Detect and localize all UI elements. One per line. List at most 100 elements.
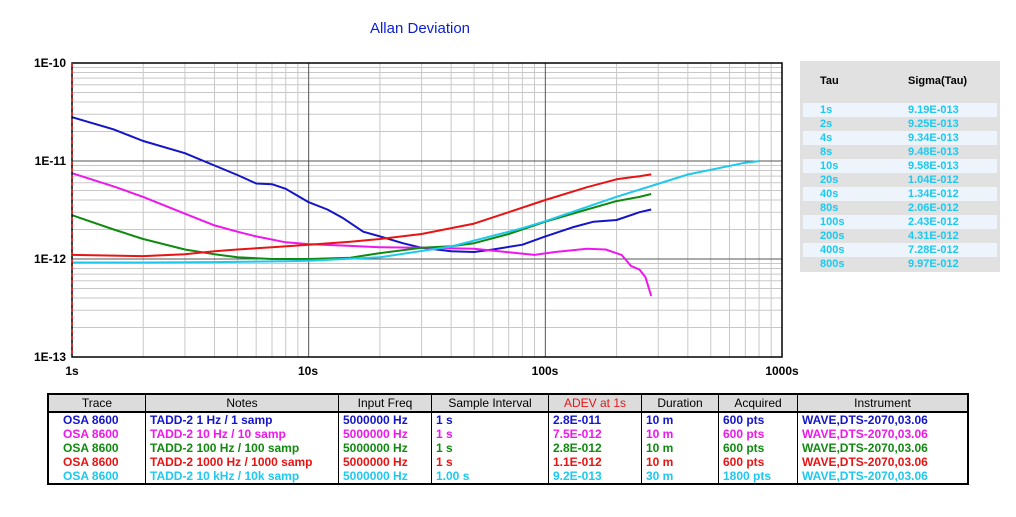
trace-cell-trace: OSA 8600: [63, 469, 119, 483]
sigma-value: 2.43E-012: [908, 216, 959, 228]
trace-cell-adev: 7.5E-012: [548, 427, 642, 441]
col-input-freq: Input Freq: [338, 394, 432, 413]
tau-value: 80s: [820, 202, 839, 214]
tau-value: 4s: [820, 132, 833, 144]
trace-cell-input-freq: 5000000 Hz: [338, 412, 432, 427]
trace-cell-instrument: WAVE,DTS-2070,03.06: [797, 427, 968, 441]
tau-value: 8s: [820, 146, 833, 158]
tau-value: 100s: [820, 216, 845, 228]
sigma-row: 20s 1.04E-012: [803, 173, 997, 187]
col-acquired: Acquired: [718, 394, 798, 413]
trace-cell-notes: TADD-2 1 Hz / 1 samp: [145, 412, 339, 427]
col-notes: Notes: [145, 394, 339, 413]
col-adev: ADEV at 1s: [548, 394, 642, 413]
trace-cell-acquired: 600 pts: [718, 412, 798, 427]
sigma-value: 4.31E-012: [908, 230, 959, 242]
trace-cell-notes: TADD-2 1000 Hz / 1000 samp: [145, 455, 339, 469]
trace-cell-notes: TADD-2 10 kHz / 10k samp: [145, 469, 339, 484]
col-duration: Duration: [641, 394, 719, 413]
chart-title: Allan Deviation: [369, 20, 471, 37]
trace-cell-duration: 30 m: [641, 469, 719, 484]
trace-cell-adev: 9.2E-013: [548, 469, 642, 484]
series-line-5: [72, 160, 760, 264]
tau-value: 20s: [820, 174, 839, 186]
sigma-value: 7.28E-012: [908, 244, 959, 256]
sigma-value: 9.48E-013: [908, 146, 959, 158]
tau-value: 800s: [820, 258, 845, 270]
sigma-value: 1.04E-012: [908, 174, 959, 186]
trace-cell-instrument: WAVE,DTS-2070,03.06: [797, 469, 968, 484]
sigma-row: 400s 7.28E-012: [803, 243, 997, 257]
sigma-row: 40s 1.34E-012: [803, 187, 997, 201]
trace-cell-duration: 10 m: [641, 455, 719, 469]
sigma-row: 200s 4.31E-012: [803, 229, 997, 243]
y-tick-label: 1E-12: [33, 252, 66, 266]
trace-cell-instrument: WAVE,DTS-2070,03.06: [797, 412, 968, 427]
x-tick-label: 10s: [297, 364, 319, 378]
series-line-4: [71, 173, 652, 258]
sigma-value: 9.34E-013: [908, 132, 959, 144]
sigma-value: 2.06E-012: [908, 202, 959, 214]
allan-deviation-plot: [71, 62, 783, 358]
col-instrument: Instrument: [797, 394, 968, 413]
trace-cell-adev: 2.8E-012: [548, 441, 642, 455]
tau-value: 10s: [820, 160, 839, 172]
trace-cell-trace: OSA 8600: [63, 427, 119, 441]
trace-row: OSA 8600 TADD-2 10 Hz / 10 samp 5000000 Hz…: [48, 427, 968, 441]
sigma-row: 1s 9.19E-013: [803, 103, 997, 117]
sigma-value: 9.97E-012: [908, 258, 959, 270]
trace-cell-sample-interval: 1.00 s: [431, 469, 549, 484]
trace-table-header: Trace Notes Input Freq Sample Interval A…: [48, 394, 968, 413]
trace-cell-input-freq: 5000000 Hz: [338, 469, 432, 484]
x-tick-label: 1s: [65, 364, 79, 378]
sigma-row: 100s 2.43E-012: [803, 215, 997, 229]
trace-row: OSA 8600 TADD-2 10 kHz / 10k samp 5000000 …: [48, 469, 968, 484]
x-tick-label: 1000s: [765, 364, 799, 378]
y-tick-label: 1E-10: [33, 56, 66, 70]
trace-row: OSA 8600 TADD-2 1000 Hz / 1000 samp 500000…: [48, 455, 968, 469]
sigma-row: 80s 2.06E-012: [803, 201, 997, 215]
trace-cell-input-freq: 5000000 Hz: [338, 427, 432, 441]
trace-cell-input-freq: 5000000 Hz: [338, 455, 432, 469]
trace-cell-acquired: 600 pts: [718, 427, 798, 441]
trace-row: OSA 8600 TADD-2 100 Hz / 100 samp 5000000 …: [48, 441, 968, 455]
sigma-value: 9.19E-013: [908, 104, 959, 116]
trace-cell-acquired: 600 pts: [718, 455, 798, 469]
series-line-1: [71, 116, 652, 253]
series-line-3: [71, 193, 652, 260]
plot-area: [72, 63, 782, 357]
sigma-tau-table: Tau Sigma(Tau) 1s 9.19E-013 2s 9.25E-013 4s 9…: [800, 61, 1000, 272]
trace-cell-duration: 10 m: [641, 412, 719, 427]
sigma-row: 10s 9.58E-013: [803, 159, 997, 173]
trace-cell-duration: 10 m: [641, 427, 719, 441]
trace-cell-acquired: 600 pts: [718, 441, 798, 455]
trace-cell-trace: OSA 8600: [63, 413, 119, 427]
trace-cell-trace: OSA 8600: [63, 441, 119, 455]
sigma-header: Sigma(Tau): [908, 75, 968, 87]
sigma-value: 1.34E-012: [908, 188, 959, 200]
tau-value: 40s: [820, 188, 839, 200]
tau-value: 1s: [820, 104, 833, 116]
col-trace: Trace: [48, 394, 146, 413]
sigma-value: 9.25E-013: [908, 118, 959, 130]
sigma-row: 8s 9.48E-013: [803, 145, 997, 159]
trace-cell-instrument: WAVE,DTS-2070,03.06: [797, 441, 968, 455]
trace-table: Trace Notes Input Freq Sample Interval A…: [47, 393, 969, 485]
trace-cell-sample-interval: 1 s: [431, 455, 549, 469]
trace-row: OSA 8600 TADD-2 1 Hz / 1 samp 5000000 Hz 1 …: [48, 412, 968, 427]
trace-cell-notes: TADD-2 100 Hz / 100 samp: [145, 441, 339, 455]
tau-value: 400s: [820, 244, 845, 256]
sigma-row: 800s 9.97E-012: [803, 257, 997, 271]
trace-cell-notes: TADD-2 10 Hz / 10 samp: [145, 427, 339, 441]
trace-cell-sample-interval: 1 s: [431, 412, 549, 427]
x-tick-label: 100s: [531, 364, 559, 378]
col-sample-interval: Sample Interval: [431, 394, 549, 413]
tau-value: 200s: [820, 230, 845, 242]
tau-header: Tau: [820, 75, 839, 87]
trace-cell-trace: OSA 8600: [63, 455, 119, 469]
sigma-value: 9.58E-013: [908, 160, 959, 172]
trace-cell-adev: 1.1E-012: [548, 455, 642, 469]
trace-cell-input-freq: 5000000 Hz: [338, 441, 432, 455]
sigma-row: 4s 9.34E-013: [803, 131, 997, 145]
y-tick-label: 1E-13: [33, 350, 66, 364]
